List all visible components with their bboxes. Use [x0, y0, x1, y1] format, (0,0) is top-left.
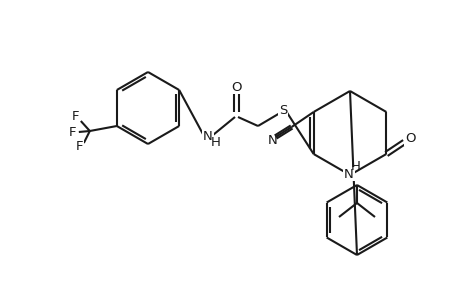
Text: H: H	[211, 136, 220, 148]
Text: F: F	[69, 125, 76, 139]
Text: H: H	[350, 160, 360, 173]
Text: N: N	[203, 130, 213, 143]
Text: F: F	[76, 140, 84, 154]
Text: O: O	[404, 133, 415, 146]
Text: F: F	[72, 110, 79, 124]
Text: N: N	[343, 167, 353, 181]
Text: O: O	[231, 80, 242, 94]
Text: N: N	[267, 134, 277, 146]
Text: S: S	[278, 103, 286, 116]
